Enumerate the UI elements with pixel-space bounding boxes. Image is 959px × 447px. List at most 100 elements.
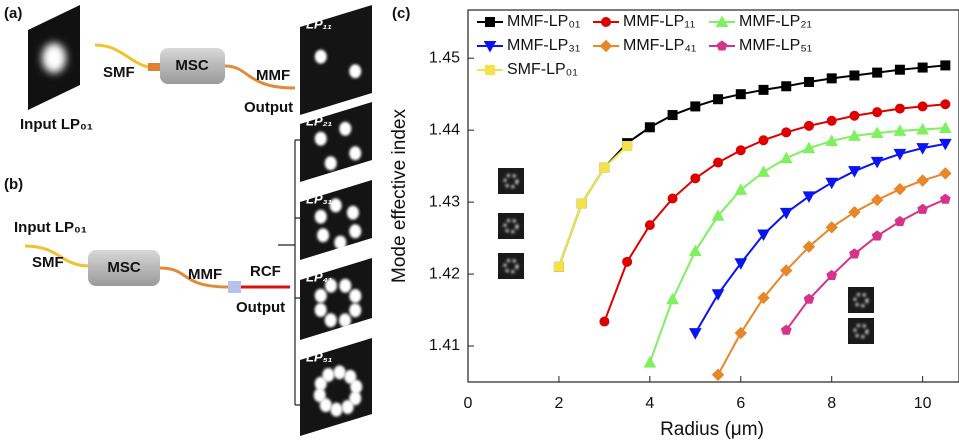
rcf-label: RCF <box>250 263 281 280</box>
mode-lobe <box>342 400 354 414</box>
page: {"panels": { "a": {"label": "(a)", "inpu… <box>0 0 959 442</box>
legend-marker <box>601 41 612 52</box>
legend-item: MMF-LP₀₁ <box>477 13 580 30</box>
mode-image: LP₂₁ <box>300 102 372 182</box>
marker <box>873 108 882 117</box>
series <box>554 141 631 271</box>
inset-mode <box>848 287 874 313</box>
legend-item: MMF-LP₂₁ <box>709 13 812 30</box>
mode-lobe <box>339 313 351 327</box>
marker <box>690 329 701 339</box>
marker <box>804 121 813 130</box>
input-label: Input LP₀₁ <box>14 219 87 236</box>
marker <box>918 102 927 111</box>
marker <box>759 136 768 145</box>
legend-marker <box>602 18 611 27</box>
mode-label: LP₁₁ <box>306 16 332 31</box>
marker <box>872 157 883 167</box>
legend-label: MMF-LP₁₁ <box>623 13 695 30</box>
input-spot <box>28 5 80 110</box>
msc-label: MSC <box>175 57 209 74</box>
marker <box>644 357 655 367</box>
mode-lobe <box>315 132 327 146</box>
inset-mode <box>498 253 524 279</box>
x-tick-label: 8 <box>827 395 836 412</box>
y-tick-label: 1.44 <box>429 121 460 138</box>
inset-mode <box>498 213 524 239</box>
legend-label: MMF-LP₂₁ <box>739 13 812 30</box>
mode-label: LP₃₁ <box>306 191 332 206</box>
marker <box>645 221 654 230</box>
marker <box>873 68 882 77</box>
marker <box>826 178 837 188</box>
legend-label: SMF-LP₀₁ <box>507 61 578 78</box>
legend-item: MMF-LP₄₁ <box>593 37 696 54</box>
mode-lobe <box>325 313 337 327</box>
marker <box>667 294 678 304</box>
mode-lobe <box>334 365 346 379</box>
smf-label: SMF <box>32 254 64 271</box>
marker <box>895 104 904 113</box>
mode-label: LP₂₁ <box>306 113 332 128</box>
mode-lobe <box>322 368 334 382</box>
legend-label: MMF-LP₄₁ <box>623 37 696 54</box>
mode-lobe <box>334 236 346 250</box>
marker <box>895 217 905 226</box>
marker <box>872 194 883 205</box>
mode-label: LP₅₁ <box>306 349 332 364</box>
y-axis-title: Mode effective index <box>389 109 410 283</box>
output-label: Output <box>244 99 293 116</box>
x-tick-label: 6 <box>736 395 745 412</box>
x-tick-label: 10 <box>914 395 932 412</box>
y-tick-label: 1.41 <box>429 337 460 354</box>
mmf-label: MMF <box>256 67 290 84</box>
marker <box>714 158 723 167</box>
series <box>690 139 951 338</box>
mode-image: LP₃₁ <box>300 180 372 260</box>
line <box>695 144 945 333</box>
mode-lobe <box>349 303 361 317</box>
series <box>781 194 950 334</box>
mode-image: LP₅₁ <box>300 338 372 436</box>
smf-label: SMF <box>103 64 135 81</box>
marker <box>600 317 609 326</box>
x-axis-title: Radius (μm) <box>660 419 764 440</box>
marker <box>941 100 950 109</box>
mode-lobe <box>315 210 327 224</box>
marker <box>827 74 836 83</box>
marker <box>781 153 792 163</box>
mode-lobe <box>349 289 361 303</box>
mode-lobe <box>349 146 361 160</box>
mode-lobe <box>347 206 359 220</box>
marker <box>691 174 700 183</box>
marker <box>940 168 951 179</box>
output-label: Output <box>236 299 285 316</box>
x-tick-label: 4 <box>645 395 654 412</box>
marker <box>759 85 768 94</box>
msc-label: MSC <box>107 259 141 276</box>
marker <box>941 61 950 70</box>
inset-mode <box>498 168 524 194</box>
marker <box>623 141 632 150</box>
panel-label: (a) <box>4 5 22 22</box>
mode-lobe <box>350 380 362 394</box>
marker <box>850 71 859 80</box>
legend-marker <box>717 41 727 50</box>
legend-item: MMF-LP₅₁ <box>709 37 812 54</box>
line <box>559 65 945 266</box>
legend-item: MMF-LP₃₁ <box>477 37 580 54</box>
marker <box>872 231 882 240</box>
marker <box>735 328 746 339</box>
mode-lobe <box>339 279 351 293</box>
panel-label: (b) <box>4 176 23 193</box>
series <box>554 61 949 271</box>
marker <box>941 194 951 203</box>
x-tick-label: 2 <box>554 395 563 412</box>
x-tick-label: 0 <box>464 395 473 412</box>
input-label: Input LP₀₁ <box>20 116 93 133</box>
marker <box>827 116 836 125</box>
legend-label: MMF-LP₀₁ <box>507 13 580 30</box>
marker <box>554 262 563 271</box>
marker <box>918 204 928 213</box>
